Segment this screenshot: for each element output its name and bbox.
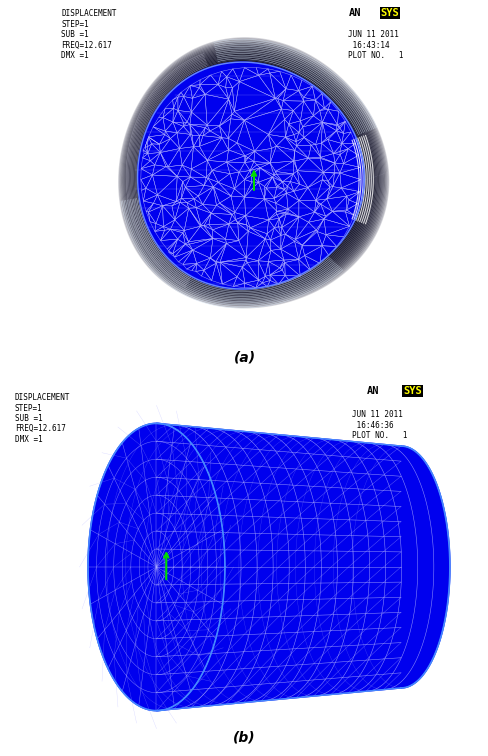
Polygon shape: [124, 44, 382, 302]
Text: DISPLACEMENT
STEP=1
SUB =1
FREQ=12.617
DMX =1: DISPLACEMENT STEP=1 SUB =1 FREQ=12.617 D…: [15, 393, 70, 444]
Polygon shape: [120, 39, 386, 307]
Polygon shape: [121, 40, 386, 305]
Polygon shape: [131, 52, 373, 295]
Polygon shape: [139, 61, 365, 288]
Text: SYS: SYS: [403, 386, 421, 395]
Polygon shape: [135, 57, 368, 291]
Text: (a): (a): [233, 351, 255, 365]
Polygon shape: [119, 38, 388, 308]
Polygon shape: [127, 48, 378, 299]
Polygon shape: [133, 55, 371, 293]
Polygon shape: [122, 42, 385, 305]
Polygon shape: [138, 60, 366, 289]
Text: JUN 11 2011
 16:43:14
PLOT NO.   1: JUN 11 2011 16:43:14 PLOT NO. 1: [348, 30, 403, 60]
Polygon shape: [137, 62, 364, 289]
Text: DISPLACEMENT
STEP=1
SUB =1
FREQ=12.617
DMX =1: DISPLACEMENT STEP=1 SUB =1 FREQ=12.617 D…: [61, 10, 117, 60]
Text: JUN 11 2011
 16:46:36
PLOT NO.   1: JUN 11 2011 16:46:36 PLOT NO. 1: [351, 410, 407, 440]
Polygon shape: [128, 48, 377, 298]
Polygon shape: [156, 423, 449, 711]
Text: (b): (b): [233, 730, 255, 745]
Polygon shape: [129, 50, 376, 297]
Polygon shape: [136, 59, 367, 290]
Polygon shape: [126, 46, 380, 300]
Polygon shape: [88, 423, 224, 711]
Text: AN: AN: [348, 8, 360, 17]
Polygon shape: [132, 54, 372, 294]
Polygon shape: [123, 42, 383, 303]
Polygon shape: [134, 56, 370, 292]
Text: SYS: SYS: [380, 8, 399, 17]
Text: AN: AN: [366, 386, 379, 395]
Polygon shape: [125, 45, 381, 302]
Polygon shape: [130, 51, 375, 296]
